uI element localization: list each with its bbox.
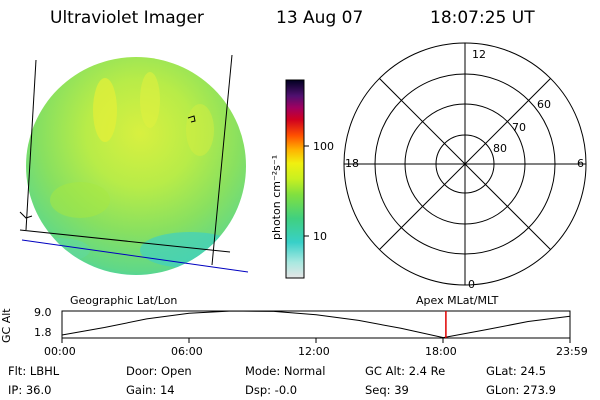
- y-tick-1-8: 1.8: [34, 326, 52, 339]
- colorbar-label: photon cm⁻²s⁻¹: [270, 154, 283, 240]
- ip-status: IP: 36.0: [8, 383, 52, 397]
- mlt-label-0: 0: [468, 278, 475, 291]
- x-tick-1200: 12:00: [298, 345, 330, 358]
- mlt-label-12: 12: [472, 48, 486, 61]
- colorbar-tick-10: 10: [313, 230, 327, 243]
- date-label: 13 Aug 07: [276, 8, 364, 28]
- colorbar-tick-100: 100: [313, 140, 334, 153]
- instrument-title: Ultraviolet Imager: [50, 8, 204, 28]
- apex-label: Apex MLat/MLT: [416, 294, 499, 307]
- gc-alt-line: [61, 310, 571, 339]
- polar-plot: [343, 42, 587, 286]
- colorbar: [285, 79, 309, 279]
- glon-status: GLon: 273.9: [486, 383, 556, 397]
- lat-label-60: 60: [537, 98, 551, 111]
- x-tick-2359: 23:59: [556, 345, 588, 358]
- dsp-status: Dsp: -0.0: [245, 383, 298, 397]
- lat-label-80: 80: [493, 142, 507, 155]
- mlt-label-6: 6: [577, 157, 584, 170]
- gain-status: Gain: 14: [126, 383, 175, 397]
- glat-status: GLat: 24.5: [486, 364, 547, 378]
- y-tick-9: 9.0: [34, 306, 52, 319]
- mode-status: Mode: Normal: [245, 364, 326, 378]
- mlt-label-18: 18: [345, 157, 359, 170]
- time-label: 18:07:25 UT: [430, 8, 535, 28]
- x-tick-0600: 06:00: [171, 345, 203, 358]
- x-tick-0000: 00:00: [44, 345, 76, 358]
- geographic-label: Geographic Lat/Lon: [70, 294, 178, 307]
- filter-status: Flt: LBHL: [8, 364, 60, 378]
- x-tick-1800: 18:00: [425, 345, 457, 358]
- timeline-plot: [61, 310, 571, 343]
- gc-alt-status: GC Alt: 2.4 Re: [365, 364, 446, 378]
- door-status: Door: Open: [126, 364, 192, 378]
- lat-label-70: 70: [512, 121, 526, 134]
- auroral-image: [19, 54, 249, 275]
- gc-alt-axis-label: GC Alt: [0, 308, 13, 343]
- seq-status: Seq: 39: [365, 383, 409, 397]
